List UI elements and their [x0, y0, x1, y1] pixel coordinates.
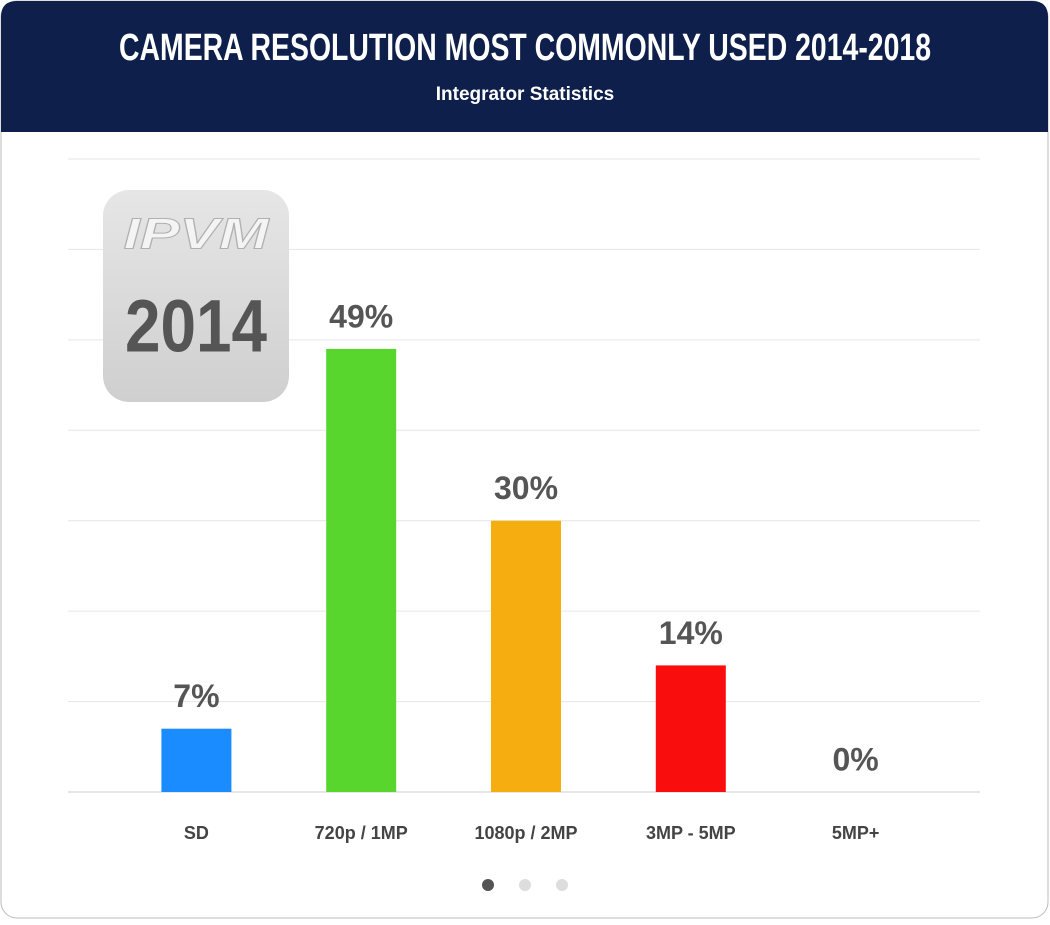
- x-tick-label: SD: [184, 823, 209, 843]
- bar: [161, 728, 232, 792]
- value-label: 7%: [173, 678, 219, 714]
- header: [1, 1, 1048, 132]
- bar: [655, 665, 726, 792]
- value-label: 49%: [329, 298, 393, 334]
- badge-year: 2014: [125, 285, 267, 368]
- x-tick-label: 1080p / 2MP: [474, 823, 577, 843]
- x-tick-label: 5MP+: [832, 823, 880, 843]
- chart-title: CAMERA RESOLUTION MOST COMMONLY USED 201…: [119, 27, 931, 69]
- carousel-dot[interactable]: [556, 879, 568, 891]
- value-label: 30%: [494, 470, 558, 506]
- chart-subtitle: Integrator Statistics: [436, 84, 614, 105]
- x-tick-label: 3MP - 5MP: [646, 823, 736, 843]
- carousel-dot[interactable]: [482, 879, 494, 891]
- carousel-dot[interactable]: [519, 879, 531, 891]
- x-tick-label: 720p / 1MP: [315, 823, 408, 843]
- bar: [326, 348, 397, 792]
- value-label: 14%: [659, 615, 723, 651]
- badge-logo: IPVM: [124, 210, 271, 259]
- year-badge: [103, 190, 289, 402]
- value-label: 0%: [832, 741, 878, 777]
- bar: [491, 520, 561, 792]
